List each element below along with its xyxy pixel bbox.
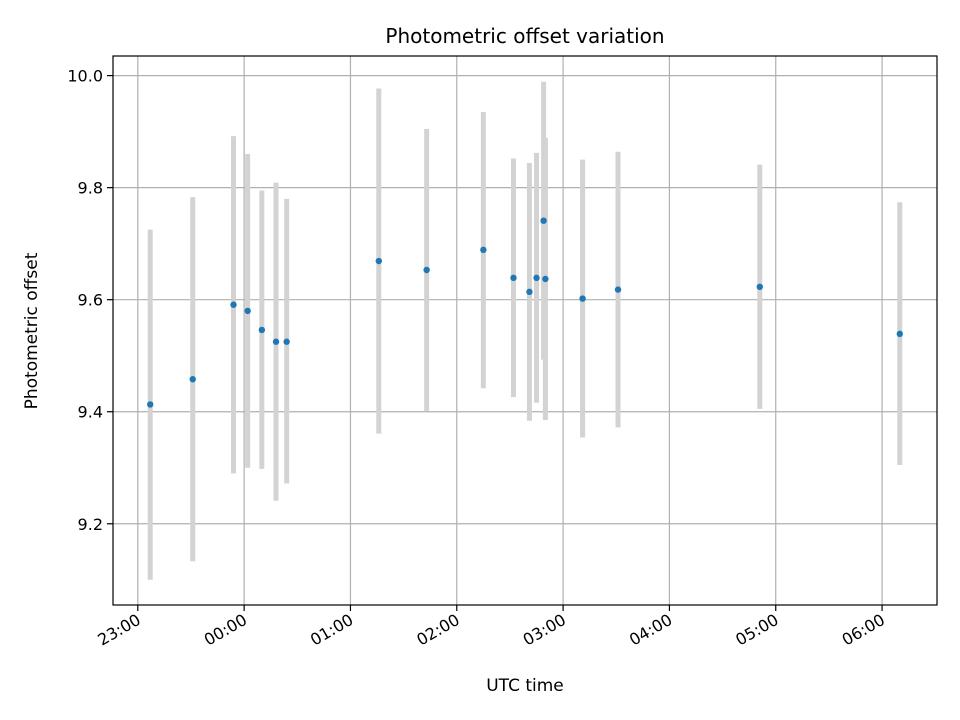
data-points xyxy=(147,217,903,408)
data-point xyxy=(896,330,903,338)
data-point xyxy=(283,338,290,345)
y-tick-label: 9.8 xyxy=(78,179,103,198)
y-tick-label: 10.0 xyxy=(67,67,103,86)
data-point xyxy=(579,295,586,302)
x-axis-label: UTC time xyxy=(486,676,564,696)
plot-area-background xyxy=(113,56,937,605)
data-point xyxy=(258,326,266,334)
data-point xyxy=(147,401,154,408)
data-point xyxy=(423,266,430,274)
data-point xyxy=(272,338,280,345)
y-tick-label: 9.6 xyxy=(78,291,103,310)
data-point xyxy=(540,217,547,224)
data-point xyxy=(480,246,487,254)
data-point xyxy=(533,274,540,282)
plot-frame xyxy=(112,55,938,606)
data-point xyxy=(756,283,763,291)
y-tick-label: 9.4 xyxy=(78,403,103,422)
grid xyxy=(113,56,937,605)
data-point xyxy=(230,301,237,308)
data-point xyxy=(375,257,383,265)
data-point xyxy=(542,275,549,283)
data-point xyxy=(526,288,533,296)
y-axis-label: Photometric offset xyxy=(22,252,42,409)
data-point xyxy=(189,376,196,383)
chart-title: Photometric offset variation xyxy=(385,24,664,48)
data-point xyxy=(244,307,251,315)
data-point xyxy=(614,286,622,293)
y-tick-label: 9.2 xyxy=(78,515,103,534)
data-point xyxy=(510,274,517,282)
